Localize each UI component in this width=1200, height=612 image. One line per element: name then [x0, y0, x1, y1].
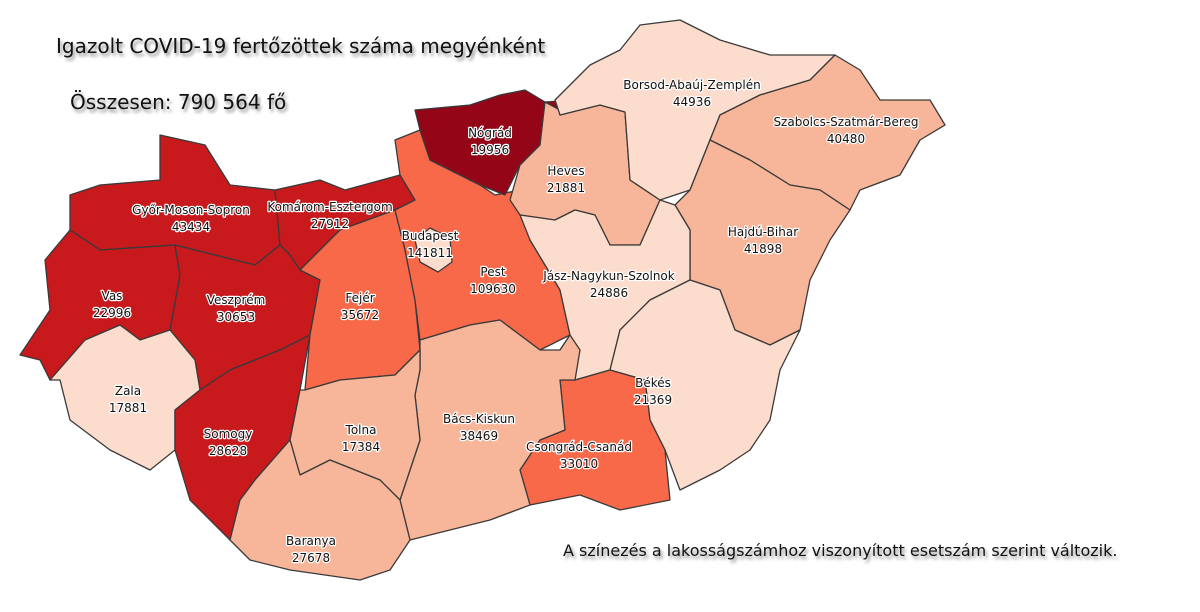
- county-value-label: 33010: [560, 457, 598, 471]
- county-value-label: 35672: [341, 308, 379, 322]
- county-value-label: 109630: [470, 282, 516, 296]
- county-name-label: Zala: [115, 384, 141, 398]
- county-name-label: Fejér: [345, 291, 374, 305]
- county-value-label: 28628: [209, 444, 247, 458]
- county-baranya[interactable]: [229, 439, 411, 581]
- county-name-label: Pest: [480, 265, 505, 279]
- county-value-label: 22996: [93, 306, 131, 320]
- county-name-label: Borsod-Abaúj-Zemplén: [623, 78, 760, 92]
- total-cases: Összesen: 790 564 fő: [70, 90, 287, 114]
- county-name-label: Békés: [635, 376, 671, 390]
- county-name-label: Bács-Kiskun: [443, 412, 515, 426]
- county-value-label: 27678: [292, 551, 330, 565]
- county-name-label: Heves: [547, 164, 584, 178]
- county-value-label: 24886: [590, 286, 628, 300]
- county-name-label: Szabolcs-Szatmár-Bereg: [773, 115, 918, 129]
- county-name-label: Baranya: [286, 534, 336, 548]
- county-value-label: 40480: [827, 132, 865, 146]
- county-name-label: Tolna: [345, 423, 377, 437]
- county-value-label: 21369: [634, 393, 672, 407]
- county-value-label: 27912: [311, 217, 349, 231]
- county-name-label: Jász-Nagykun-Szolnok: [542, 269, 674, 283]
- county-name-label: Hajdú-Bihar: [728, 225, 798, 239]
- county-name-label: Somogy: [204, 427, 253, 441]
- county-name-label: Győr-Moson-Sopron: [132, 203, 250, 217]
- county-name-label: Vas: [102, 289, 123, 303]
- county-value-label: 141811: [407, 246, 453, 260]
- county-value-label: 30653: [217, 310, 255, 324]
- map-title: Igazolt COVID-19 fertőzöttek száma megyé…: [56, 34, 546, 58]
- county-value-label: 21881: [547, 181, 585, 195]
- county-value-label: 43434: [172, 220, 210, 234]
- county-bekes[interactable]: [609, 279, 801, 491]
- county-value-label: 38469: [460, 429, 498, 443]
- county-name-label: Budapest: [402, 229, 459, 243]
- county-name-label: Komárom-Esztergom: [267, 200, 392, 214]
- county-value-label: 17384: [342, 440, 380, 454]
- county-value-label: 19956: [471, 143, 509, 157]
- county-value-label: 44936: [673, 95, 711, 109]
- county-value-label: 41898: [744, 242, 782, 256]
- county-name-label: Veszprém: [207, 293, 266, 307]
- coloring-note: A színezés a lakosságszámhoz viszonyítot…: [563, 541, 1118, 560]
- county-value-label: 17881: [109, 401, 147, 415]
- county-name-label: Csongrád-Csanád: [526, 440, 632, 454]
- county-budapest[interactable]: [414, 227, 453, 273]
- county-name-label: Nógrád: [468, 126, 512, 140]
